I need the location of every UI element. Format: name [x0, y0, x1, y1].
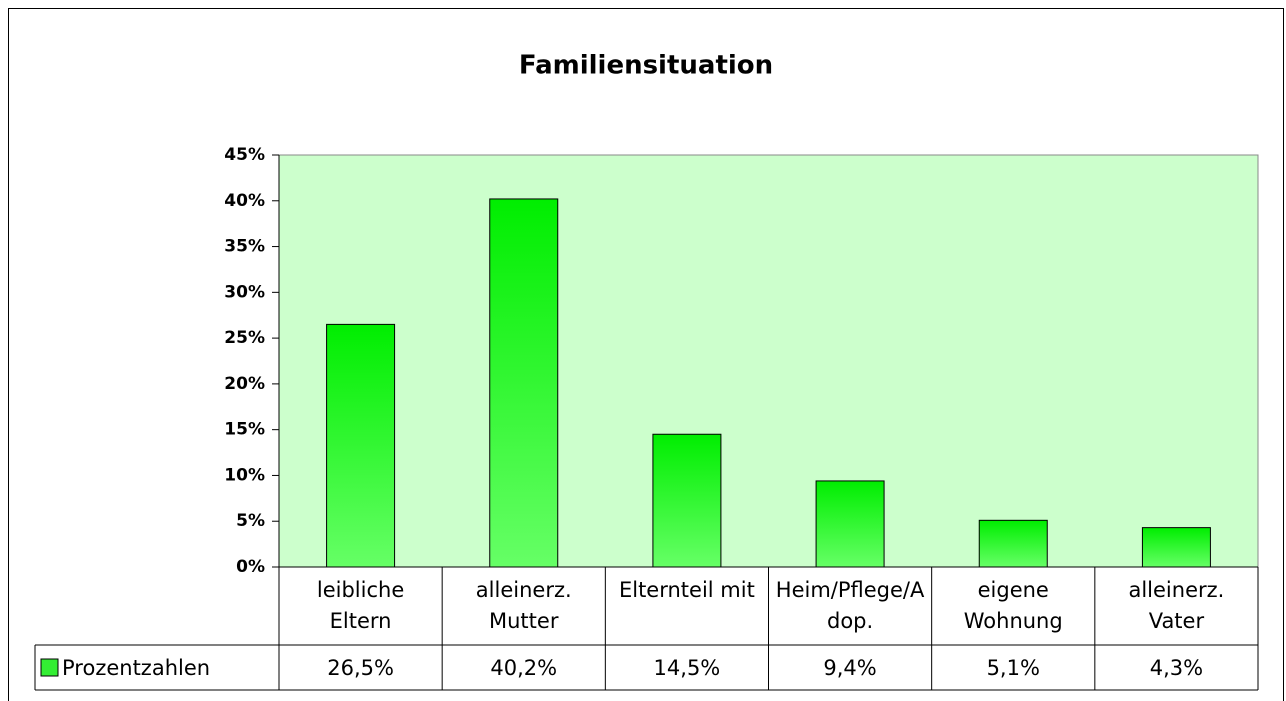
y-tick-label: 5% — [236, 511, 265, 531]
value-label: 40,2% — [490, 656, 557, 680]
bar — [489, 198, 559, 568]
value-label: 5,1% — [987, 656, 1040, 680]
x-tick-label: alleinerz. Vater — [1128, 578, 1225, 633]
value-label: 4,3% — [1150, 656, 1203, 680]
x-tick-label: eigene Wohnung — [963, 578, 1063, 633]
x-tick-label: leibliche Eltern — [316, 578, 405, 633]
chart-title: Familiensituation — [519, 51, 773, 81]
x-tick-label: Heim/Pflege/Adop. — [775, 578, 925, 633]
value-label: 9,4% — [823, 656, 876, 680]
bar — [978, 519, 1048, 568]
x-tick-label: alleinerz. Mutter — [475, 578, 572, 633]
y-tick-label: 10% — [224, 465, 265, 485]
x-tick-label: Elternteil mit — [618, 578, 755, 602]
y-tick-label: 15% — [224, 420, 265, 440]
y-tick-label: 40% — [224, 191, 265, 211]
y-tick-label: 30% — [224, 282, 265, 302]
bar — [326, 323, 396, 568]
y-tick-label: 20% — [224, 374, 265, 394]
y-tick-label: 45% — [224, 145, 265, 165]
y-tick-label: 35% — [224, 237, 265, 257]
bar — [1141, 527, 1211, 568]
legend-label: Prozentzahlen — [62, 656, 210, 680]
bar — [815, 480, 885, 568]
y-tick-label: 0% — [236, 557, 265, 577]
legend-key — [40, 658, 59, 677]
plot-area — [278, 154, 1259, 568]
bar — [652, 433, 722, 568]
value-label: 26,5% — [327, 656, 394, 680]
y-tick-label: 25% — [224, 328, 265, 348]
value-label: 14,5% — [654, 656, 721, 680]
